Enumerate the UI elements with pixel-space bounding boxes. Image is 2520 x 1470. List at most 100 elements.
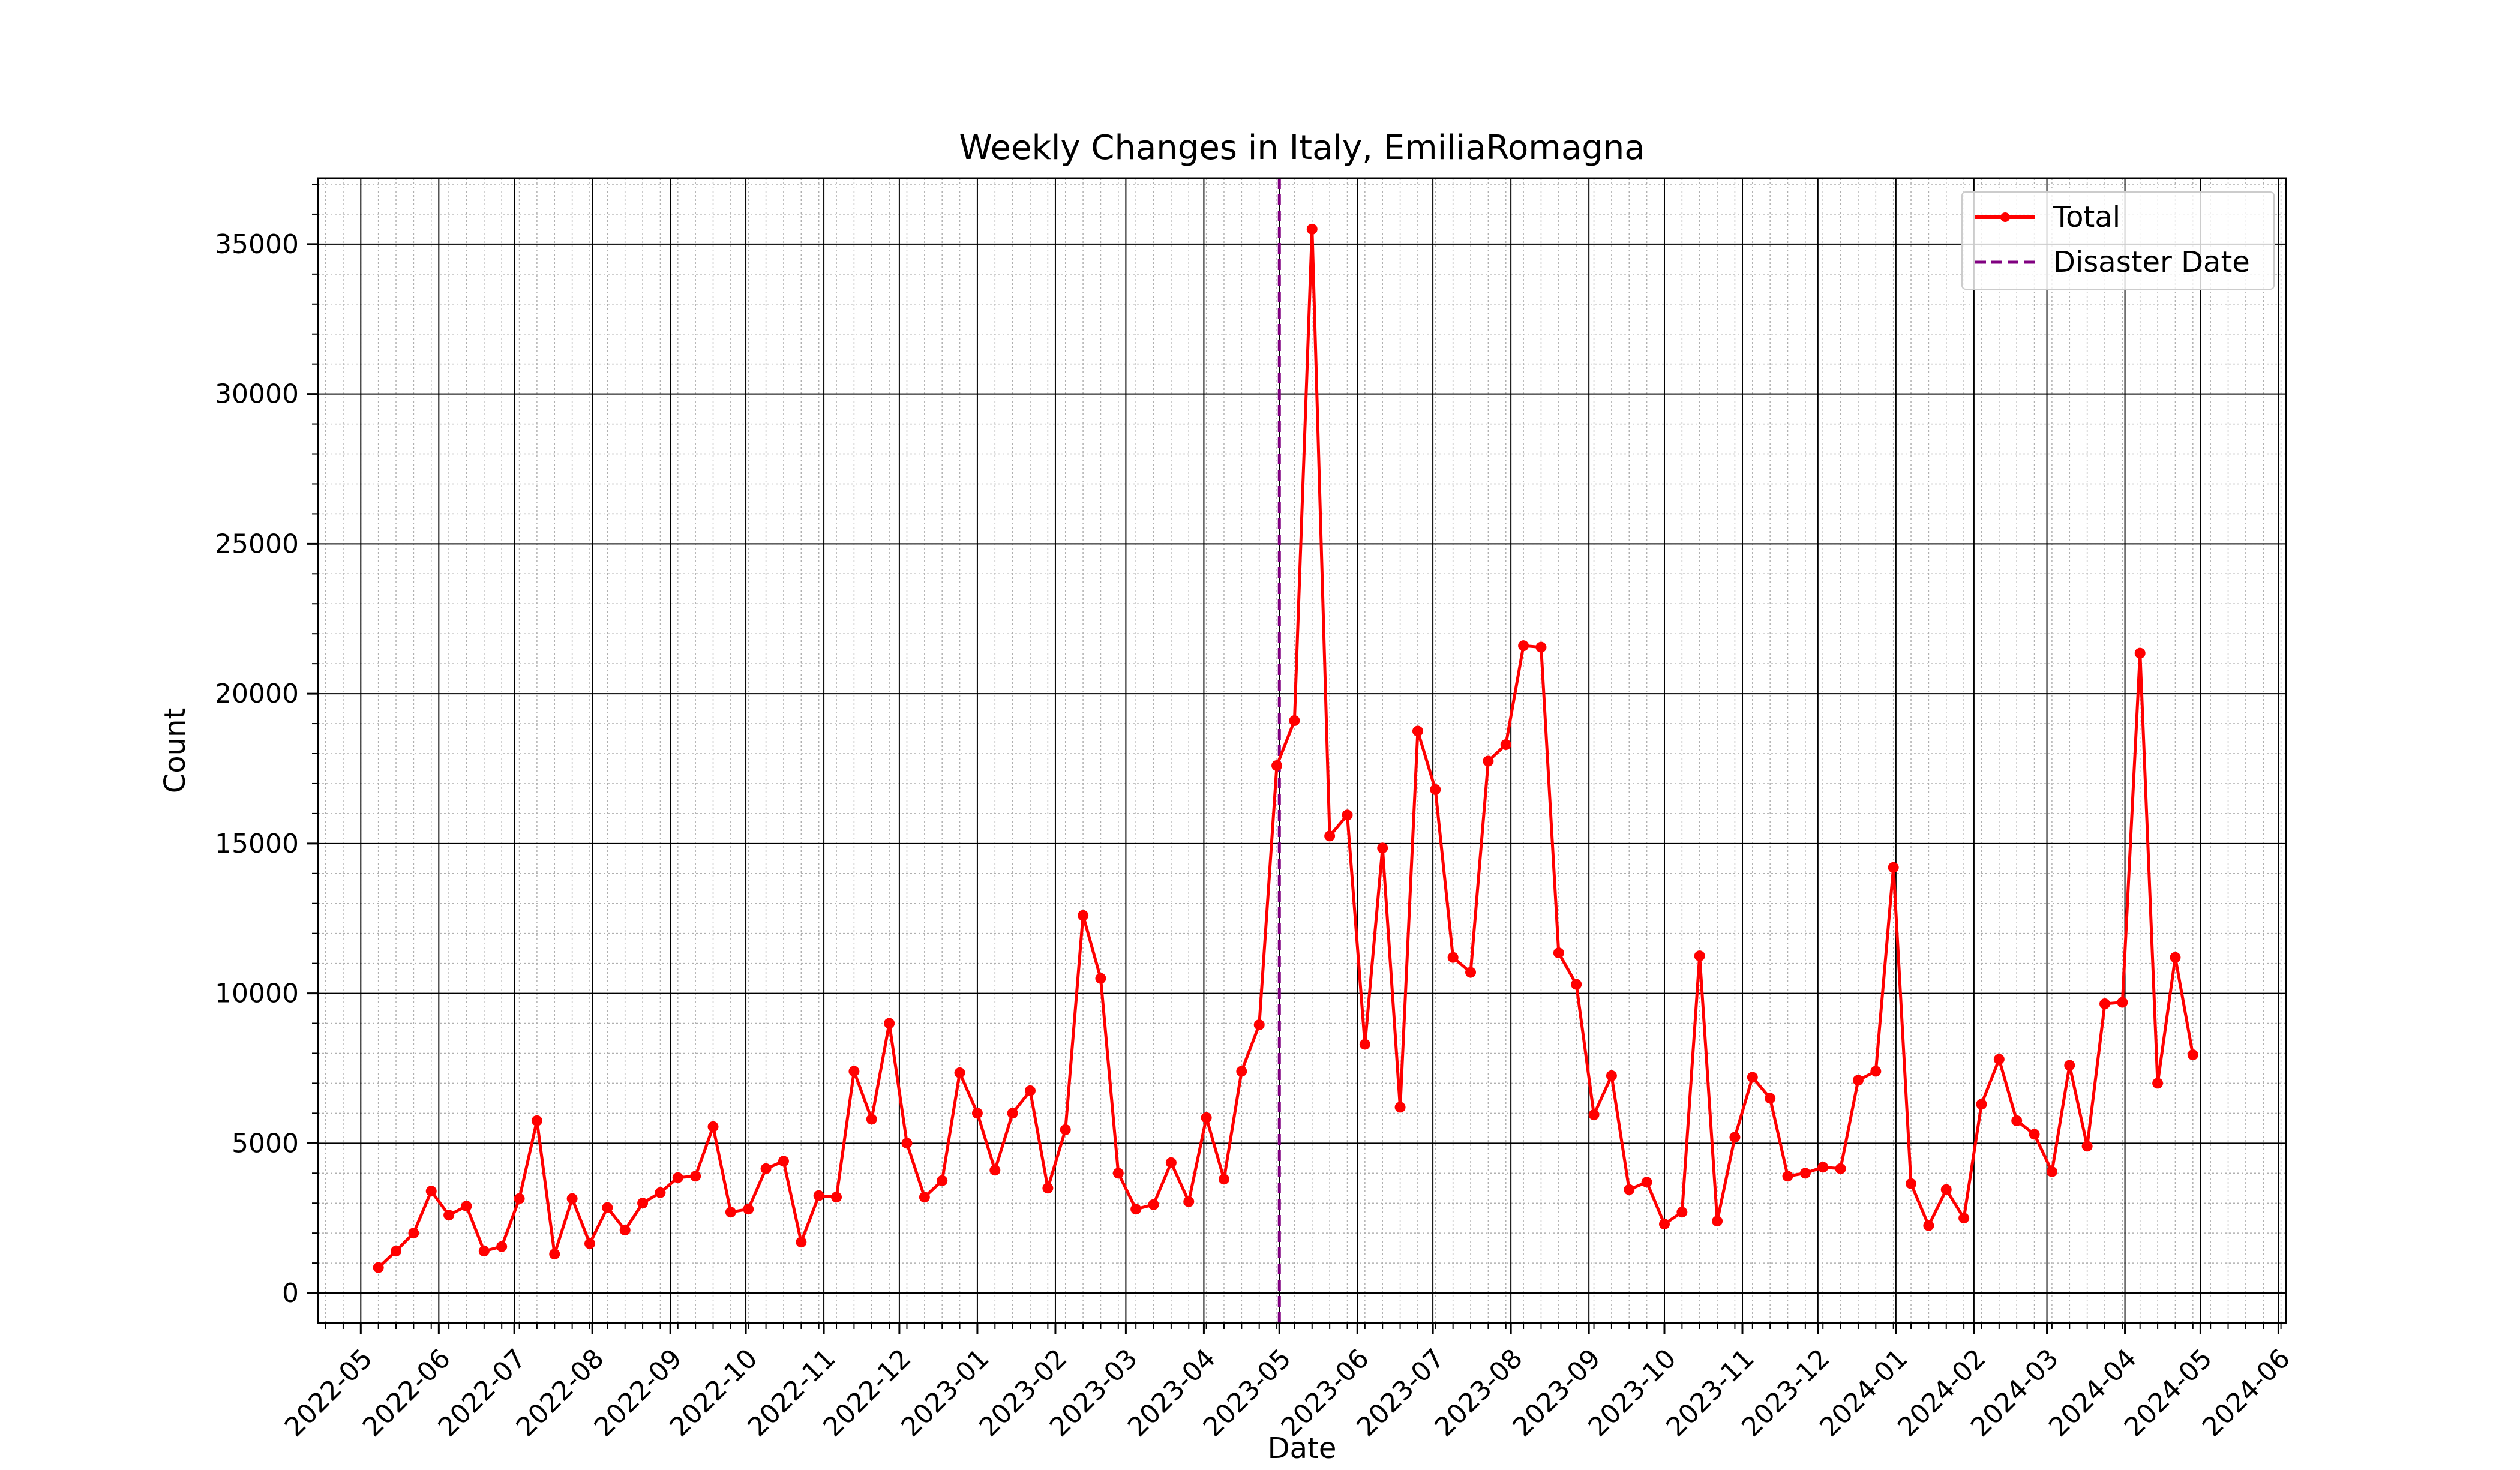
y-tick-label: 35000 [215,229,299,260]
data-point [1817,1162,1829,1173]
data-point [2152,1078,2164,1089]
major-grid [318,178,2286,1323]
data-point [971,1108,983,1119]
data-point [1324,830,1336,842]
data-point [725,1207,736,1218]
data-point [425,1186,437,1197]
data-point [1835,1163,1846,1174]
data-point [496,1241,508,1252]
data-point [1712,1216,1723,1227]
legend-label-disaster-date: Disaster Date [2053,245,2250,279]
data-series [373,223,2198,1273]
legend: Total Disaster Date [1961,191,2275,290]
data-point [1078,910,1089,921]
data-point [2187,1049,2198,1060]
data-point [1007,1108,1018,1119]
data-point [2029,1129,2040,1140]
data-point [1658,1219,1670,1230]
data-point [884,1018,895,1029]
data-point [1906,1178,1917,1189]
data-point [1483,755,1494,767]
data-point [1940,1184,1952,1195]
legend-box [1961,191,2275,290]
data-point [672,1172,683,1183]
data-point [1518,640,1529,652]
data-point [2134,647,2146,659]
data-point [989,1165,1001,1176]
y-tick-label: 15000 [215,829,299,859]
x-axis-label: Date [1268,1432,1337,1465]
data-point [2099,998,2111,1010]
data-point [1095,973,1106,984]
data-point [1923,1220,1934,1231]
data-point [2117,997,2128,1008]
data-point [743,1204,754,1215]
data-point [954,1067,965,1078]
data-point [443,1210,455,1221]
plot-frame [317,177,2287,1324]
data-point [1447,952,1459,963]
data-point [1130,1204,1142,1215]
data-point [408,1228,419,1239]
y-tick-label: 10000 [215,979,299,1009]
data-point [1394,1102,1406,1113]
data-point [478,1246,490,1257]
data-point [2011,1115,2023,1126]
data-point [1500,739,1511,751]
data-point [655,1187,666,1198]
data-point [831,1192,842,1203]
data-point [1571,979,1582,990]
data-point [373,1262,384,1273]
data-point [1799,1168,1811,1179]
data-point [1729,1132,1741,1143]
data-point [1148,1199,1159,1210]
data-point [848,1066,860,1077]
chart-title: Weekly Changes in Italy, EmiliaRomagna [959,128,1645,167]
y-tick-label: 20000 [215,679,299,709]
data-point [919,1192,930,1203]
data-point [1430,784,1441,795]
data-point [1271,760,1283,771]
data-point [514,1193,525,1204]
y-tick-label: 5000 [232,1128,299,1159]
data-point [1782,1171,1793,1182]
data-point [796,1237,807,1248]
data-point [531,1115,542,1126]
data-point [1993,1054,2005,1065]
data-point [760,1163,772,1174]
data-point [1183,1196,1195,1207]
data-point [813,1190,824,1201]
data-point [602,1202,613,1213]
data-point [584,1238,595,1249]
data-point [1112,1168,1124,1179]
data-point [1676,1207,1688,1218]
data-point [1025,1085,1036,1096]
data-point [1201,1112,1212,1123]
data-point [1359,1039,1370,1050]
data-point [1236,1066,1247,1077]
data-point [866,1114,877,1125]
data-point [461,1201,472,1212]
data-point [619,1225,631,1236]
y-tick-label: 25000 [215,529,299,559]
legend-marker-total [2000,212,2010,222]
data-point [1747,1072,1758,1083]
data-point [778,1156,789,1167]
data-point [1377,842,1388,854]
y-tick-labels: 0 5000 10000 15000 20000 25000 30000 35000 [215,229,299,1309]
data-point [1958,1213,1970,1224]
data-point [549,1249,560,1260]
data-point [566,1193,578,1204]
data-point [1641,1177,1652,1188]
data-point [1306,223,1318,235]
data-point [1606,1070,1617,1081]
data-point [1412,725,1423,737]
data-point [1165,1157,1177,1168]
y-tick-label: 30000 [215,379,299,410]
data-point [1535,641,1547,653]
data-point [391,1246,402,1257]
data-point [1218,1174,1229,1185]
data-point [2081,1141,2093,1152]
